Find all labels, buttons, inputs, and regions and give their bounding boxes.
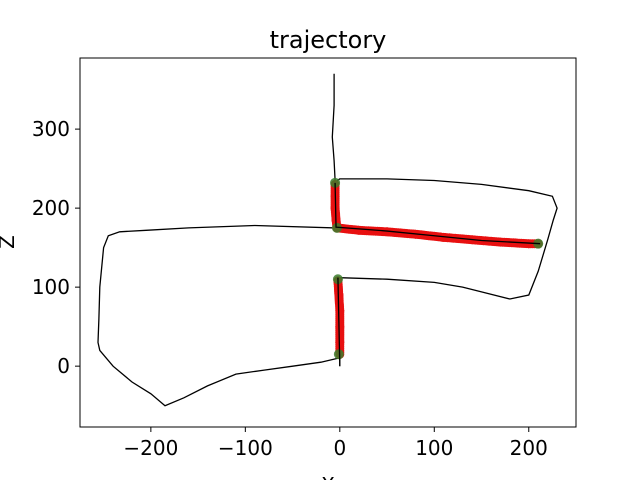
x-tick-label: 100 xyxy=(415,436,453,460)
y-tick-label: 100 xyxy=(32,275,70,299)
y-tick-label: 200 xyxy=(32,196,70,220)
keypoint-marker xyxy=(333,349,344,360)
keypoint-marker xyxy=(331,222,342,233)
x-tick-label: 200 xyxy=(510,436,548,460)
x-tick-label: −100 xyxy=(218,436,273,460)
trajectory-line-0 xyxy=(97,73,341,407)
plot-area: −200 −100 0 100 200 0 100 200 300 xyxy=(32,57,577,460)
x-tick-label: −200 xyxy=(123,436,178,460)
chart-title: trajectory xyxy=(270,26,387,54)
x-axis-ticks: −200 −100 0 100 200 xyxy=(123,427,548,460)
y-tick-label: 0 xyxy=(57,354,70,378)
data-layer xyxy=(97,73,558,407)
y-tick-label: 300 xyxy=(32,117,70,141)
center-line xyxy=(337,277,341,367)
trajectory-line-1 xyxy=(336,178,558,359)
y-axis-label: Z xyxy=(0,235,19,249)
x-tick-label: 0 xyxy=(333,436,346,460)
y-axis-ticks: 0 100 200 300 xyxy=(32,117,80,378)
center-line xyxy=(334,182,541,245)
plot-frame xyxy=(79,57,577,428)
x-axis-label: X xyxy=(321,473,335,480)
